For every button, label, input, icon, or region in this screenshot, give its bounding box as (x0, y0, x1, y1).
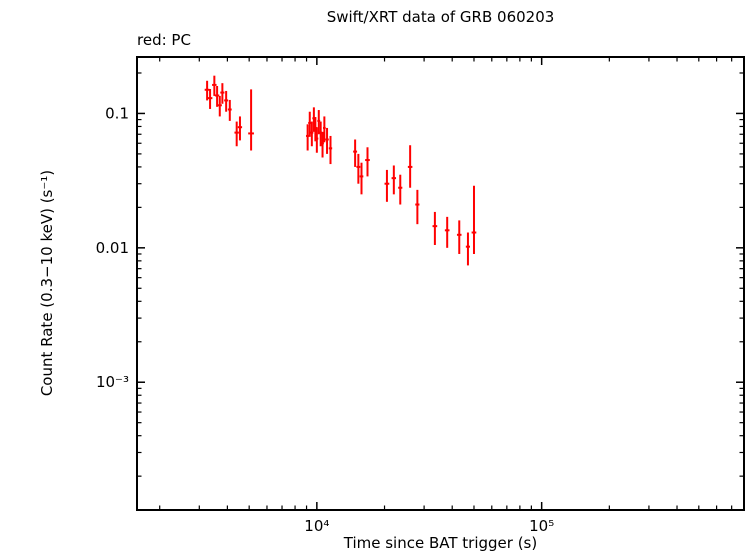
x-tick-label: 10⁵ (529, 517, 554, 535)
axis-ticks (137, 57, 744, 510)
legend-mode-label: red: PC (137, 31, 191, 49)
data-point (217, 95, 222, 117)
data-point (465, 232, 471, 266)
y-axis-title: Count Rate (0.3−10 keV) (s⁻¹) (38, 169, 56, 397)
data-point (432, 211, 438, 245)
data-point (310, 121, 314, 147)
data-point (315, 127, 319, 153)
data-point (322, 116, 326, 143)
data-point (325, 127, 329, 154)
data-point (359, 162, 364, 195)
y-tick-label: 10⁻³ (96, 373, 129, 391)
data-point (444, 216, 450, 248)
data-point (212, 75, 217, 96)
data-point (384, 169, 390, 202)
data-point (306, 124, 310, 151)
data-point (456, 220, 462, 254)
y-tick-label: 0.1 (105, 104, 129, 122)
data-point (237, 116, 243, 141)
data-point (248, 89, 254, 151)
data-point (391, 165, 397, 195)
data-point (471, 185, 477, 254)
data-point (353, 139, 358, 167)
series-PC (204, 75, 477, 266)
data-point (204, 80, 210, 101)
plot-box (136, 56, 745, 511)
x-tick-label: 10⁴ (304, 517, 329, 535)
data-point (220, 83, 225, 104)
data-point (224, 90, 229, 112)
data-point (308, 111, 312, 137)
data-point (317, 110, 321, 135)
chart-title: Swift/XRT data of GRB 060203 (326, 8, 555, 26)
data-point (214, 86, 220, 107)
data-point (398, 174, 403, 205)
data-point (321, 131, 324, 158)
data-point (207, 89, 213, 109)
data-point (328, 135, 333, 165)
data-point (356, 153, 361, 184)
data-point (415, 189, 420, 225)
data-point (227, 99, 232, 121)
x-axis-title: Time since BAT trigger (s) (343, 534, 538, 552)
data-point (234, 121, 239, 147)
y-tick-label: 0.01 (96, 239, 129, 257)
data-point (407, 145, 413, 188)
data-point (365, 147, 370, 177)
